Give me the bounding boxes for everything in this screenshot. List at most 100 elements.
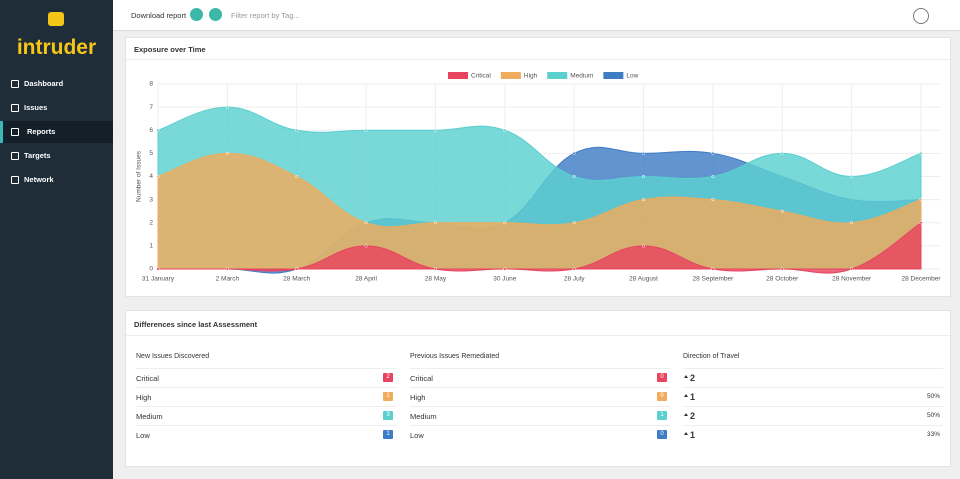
nav-item[interactable]: Dashboard: [24, 79, 64, 88]
direction-arrow: [684, 375, 688, 378]
row-label: Critical: [136, 374, 159, 383]
point: [225, 105, 229, 109]
y-tick-label: 0: [149, 266, 153, 273]
point: [780, 267, 784, 271]
differences-title: Differences since last Assessment: [134, 320, 258, 329]
point: [711, 174, 715, 179]
top-bar: Download report Filter report by Tag...: [113, 0, 960, 31]
point: [919, 221, 923, 225]
direction-change: 50%: [926, 412, 940, 419]
nav-icon: [11, 176, 19, 184]
row-divider: [410, 368, 670, 369]
direction-value: 2: [690, 411, 696, 421]
row-label: Low: [410, 431, 424, 440]
nav-icon: [11, 152, 19, 160]
new-count: 1: [383, 392, 393, 401]
point: [711, 198, 715, 202]
point: [225, 151, 229, 155]
legend-swatch: [500, 72, 521, 79]
point: [364, 128, 368, 132]
point: [156, 267, 160, 271]
row-label: Medium: [410, 412, 437, 421]
y-tick-label: 5: [149, 150, 153, 157]
row-divider: [410, 387, 670, 388]
download-csv[interactable]: [209, 8, 222, 21]
legend-label: Low: [626, 73, 638, 80]
legend-swatch: [448, 72, 468, 79]
row-divider: [683, 368, 943, 369]
y-axis-label: Number of Issues: [136, 150, 143, 202]
point: [641, 198, 646, 202]
y-tick-label: 6: [149, 127, 153, 134]
x-tick-label: 28 September: [692, 276, 734, 283]
point: [225, 267, 229, 271]
logo-icon: [48, 12, 64, 26]
direction-value: 2: [690, 373, 696, 383]
x-tick-label: 28 November: [832, 276, 872, 283]
point: [919, 198, 923, 202]
legend-swatch: [603, 72, 624, 79]
point: [433, 221, 438, 225]
point: [711, 151, 715, 155]
direction-change: 50%: [926, 393, 940, 400]
x-tick-label: 2 March: [216, 276, 240, 283]
y-tick-label: 2: [149, 219, 153, 226]
point: [572, 174, 576, 179]
y-tick-label: 7: [149, 104, 153, 111]
point: [711, 267, 715, 271]
logo: intruder: [16, 36, 97, 59]
point: [850, 267, 854, 271]
sidebar: intruder Dashboard Issues Reports Targets Ne…: [0, 0, 113, 479]
y-tick-label: 8: [149, 81, 153, 88]
user-avatar[interactable]: [913, 8, 929, 24]
nav-item[interactable]: Targets: [24, 151, 51, 160]
x-tick-label: 28 July: [564, 276, 585, 283]
point: [295, 174, 299, 179]
column-header: Previous Issues Remediated: [410, 353, 500, 360]
point: [364, 244, 368, 248]
x-tick-label: 28 May: [425, 276, 447, 283]
point: [156, 174, 160, 179]
row-divider: [410, 425, 670, 426]
nav-item[interactable]: Issues: [24, 103, 48, 112]
nav-icon: [11, 80, 19, 88]
point: [572, 151, 576, 155]
point: [433, 128, 438, 132]
nav-item[interactable]: Network: [24, 175, 54, 184]
point: [641, 174, 646, 179]
point: [641, 151, 646, 155]
download-pdf[interactable]: [190, 8, 203, 21]
y-tick-label: 3: [149, 196, 153, 203]
chart: 0 1 2 3 4 5 6 7 8 31 January 2 March 28 March 28 Apr…: [136, 72, 941, 283]
legend-label: Critical: [471, 73, 491, 80]
remediated-count: 0: [657, 430, 667, 439]
point: [572, 267, 576, 271]
row-label: High: [410, 393, 426, 402]
legend-label: Medium: [570, 73, 593, 80]
column-header: New Issues Discovered: [136, 353, 210, 360]
row-label: Low: [136, 431, 150, 440]
point: [156, 128, 160, 132]
point: [850, 174, 854, 179]
row-divider: [136, 425, 396, 426]
x-tick-label: 28 August: [629, 276, 658, 283]
remediated-count: 1: [657, 411, 667, 420]
nav-item[interactable]: Reports: [0, 121, 113, 143]
y-tick-label: 1: [149, 243, 153, 250]
nav-icon: [11, 128, 19, 136]
download-label: Download report: [131, 11, 187, 20]
direction-value: 1: [690, 430, 696, 440]
point: [919, 151, 923, 155]
area: [158, 221, 922, 274]
tag-filter[interactable]: Filter report by Tag...: [231, 11, 300, 20]
direction-change: 33%: [926, 431, 940, 438]
row-divider: [136, 406, 396, 407]
x-tick-label: 28 April: [355, 276, 377, 283]
point: [780, 151, 784, 155]
point: [780, 209, 784, 213]
direction-arrow: [684, 413, 688, 416]
point: [503, 267, 507, 271]
y-tick-label: 4: [149, 173, 153, 180]
point: [572, 221, 576, 225]
